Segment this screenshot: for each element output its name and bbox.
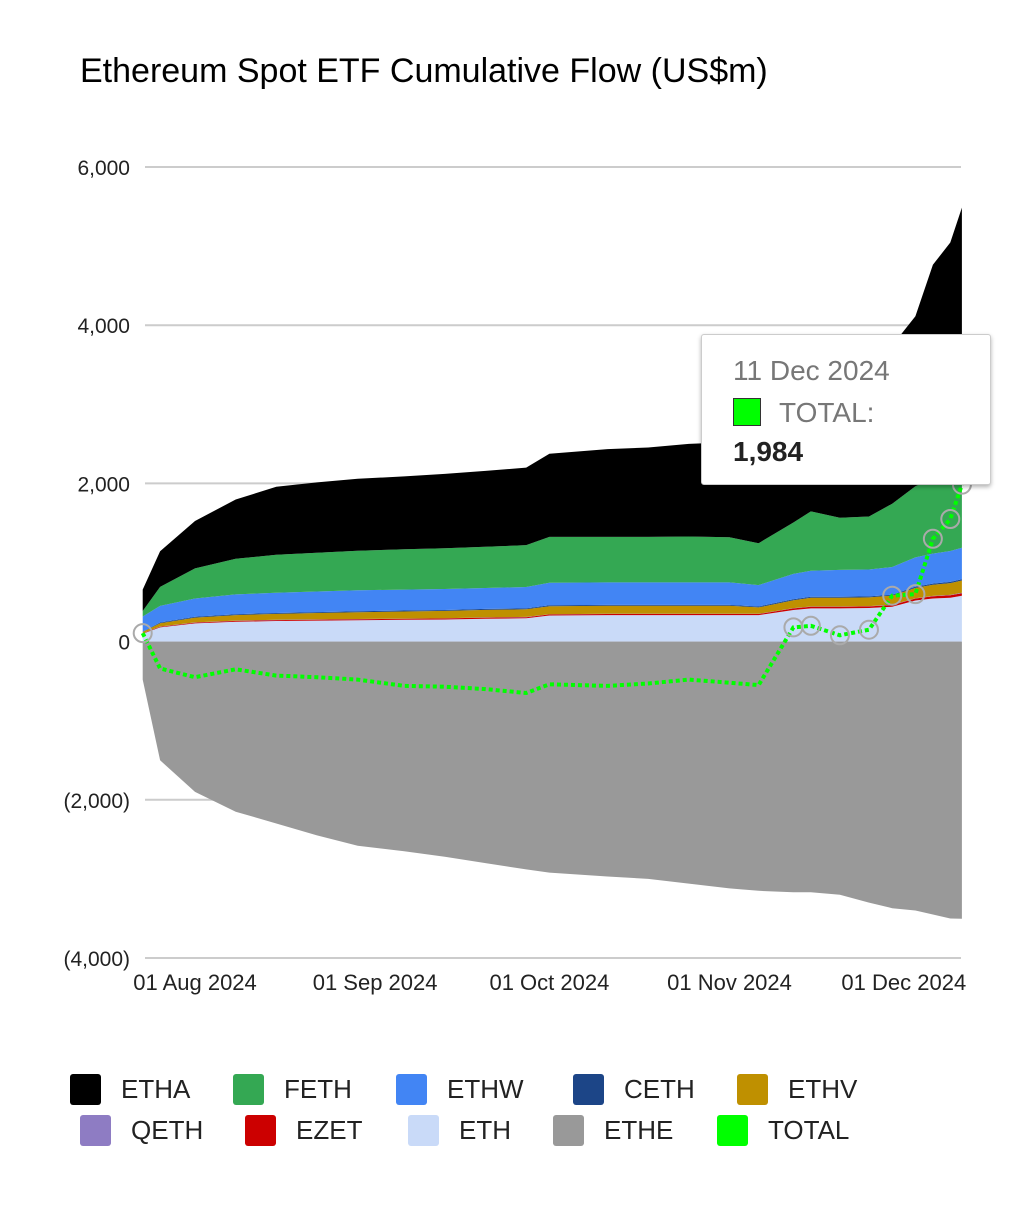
legend-label: ETHW — [447, 1074, 524, 1104]
tooltip-label: TOTAL: — [779, 397, 875, 428]
tooltip: 11 Dec 2024 TOTAL: 1,984 — [701, 334, 991, 485]
legend-swatch — [573, 1074, 604, 1105]
x-tick-label: 01 Sep 2024 — [313, 970, 438, 995]
tooltip-swatch — [733, 398, 761, 426]
legend-item-etha[interactable]: ETHA — [70, 1074, 190, 1105]
legend-swatch — [737, 1074, 768, 1105]
data-point-total — [829, 625, 850, 646]
y-tick-label: (2,000) — [63, 790, 130, 813]
data-point-total — [905, 584, 926, 605]
legend-label: ETH — [459, 1115, 511, 1145]
y-tick-label: 6,000 — [77, 157, 130, 180]
x-tick-label: 01 Aug 2024 — [133, 970, 257, 995]
y-tick-label: 2,000 — [77, 473, 130, 496]
legend-item-ethe[interactable]: ETHE — [553, 1115, 673, 1146]
legend-swatch — [408, 1115, 439, 1146]
legend-item-feth[interactable]: FETH — [233, 1074, 352, 1105]
legend-swatch — [717, 1115, 748, 1146]
area-etha — [142, 207, 962, 611]
y-tick-label: 4,000 — [77, 315, 130, 338]
area-eth — [142, 595, 962, 642]
data-point-total — [940, 508, 961, 529]
legend-label: ETHA — [121, 1074, 191, 1104]
legend-item-ethw[interactable]: ETHW — [396, 1074, 524, 1105]
legend-item-eth[interactable]: ETH — [408, 1115, 511, 1146]
legend-label: EZET — [296, 1115, 363, 1145]
data-point-total — [922, 528, 943, 549]
area-ethv — [142, 580, 962, 634]
legend-label: ETHV — [788, 1074, 858, 1104]
legend-swatch — [233, 1074, 264, 1105]
x-tick-label: 01 Oct 2024 — [489, 970, 609, 995]
legend-label: FETH — [284, 1074, 352, 1104]
line-total — [140, 484, 964, 696]
area-feth — [142, 464, 962, 617]
legend-item-qeth[interactable]: QETH — [80, 1115, 203, 1146]
legend-item-total[interactable]: TOTAL — [717, 1115, 849, 1146]
legend-item-ezet[interactable]: EZET — [245, 1115, 362, 1146]
data-point-total — [132, 623, 153, 644]
legend-label: TOTAL — [768, 1115, 850, 1145]
legend-label: ETHE — [604, 1115, 674, 1145]
y-tick-label: (4,000) — [63, 948, 130, 971]
x-tick-label: 01 Nov 2024 — [667, 970, 792, 995]
tooltip-date: 11 Dec 2024 — [733, 355, 890, 386]
legend-swatch — [553, 1115, 584, 1146]
area-ethe — [142, 641, 962, 919]
legend-label: CETH — [624, 1074, 695, 1104]
legend-item-ceth[interactable]: CETH — [573, 1074, 695, 1105]
y-tick-label: 0 — [118, 632, 130, 655]
tooltip-value: 1,984 — [733, 436, 804, 467]
data-point-total — [858, 619, 879, 640]
legend-swatch — [396, 1074, 427, 1105]
data-point-total — [800, 615, 821, 636]
legend-swatch — [70, 1074, 101, 1105]
legend-item-ethv[interactable]: ETHV — [737, 1074, 857, 1105]
area-ethw — [142, 547, 962, 632]
legend-swatch — [80, 1115, 111, 1146]
x-tick-label: 01 Dec 2024 — [841, 970, 966, 995]
legend-swatch — [245, 1115, 276, 1146]
area-ceth — [142, 579, 962, 632]
data-point-total — [882, 585, 903, 606]
chart-title: Ethereum Spot ETF Cumulative Flow (US$m) — [80, 52, 768, 90]
legend-label: QETH — [131, 1115, 204, 1145]
